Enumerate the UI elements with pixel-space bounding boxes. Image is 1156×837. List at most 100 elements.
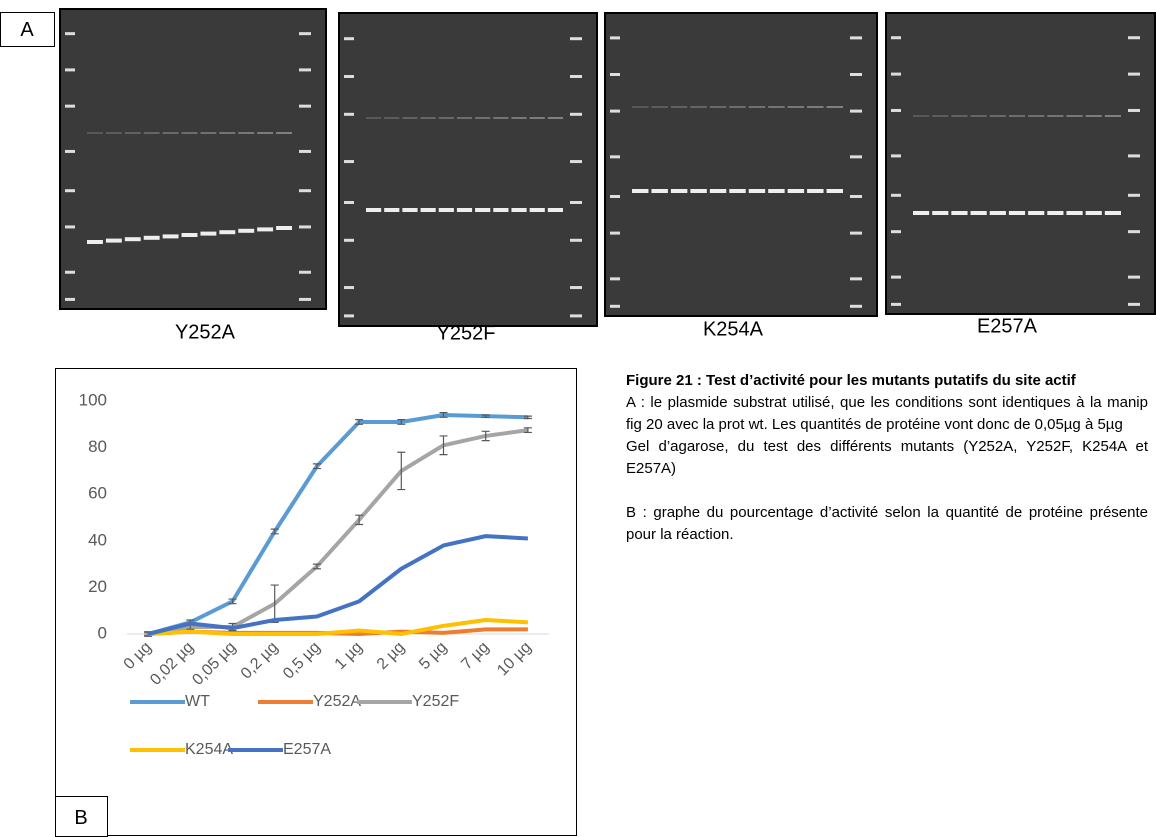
y-tick-label: 60 (88, 484, 107, 503)
ladder-band (891, 275, 901, 279)
gel-band (200, 231, 217, 236)
gel-band (1008, 211, 1026, 215)
gel-band (1047, 211, 1064, 215)
error-bar (355, 419, 364, 425)
ladder-band (299, 32, 311, 36)
legend-label: E257A (283, 741, 331, 758)
ladder-band (891, 108, 901, 112)
ladder-band (344, 286, 354, 290)
gel-label: Y252F (437, 322, 496, 344)
gel-band (143, 132, 160, 134)
gel-band (219, 230, 236, 235)
gel-band (807, 106, 824, 108)
gel-band (162, 132, 179, 134)
ladder-band (570, 37, 582, 41)
ladder-band (299, 270, 311, 274)
gel-band (913, 115, 930, 117)
gel-band (124, 132, 141, 134)
error-bar (481, 430, 490, 442)
caption-text: A : le plasmide substrat utilisé, que le… (626, 394, 1148, 433)
gel-band (709, 106, 727, 108)
ladder-band (344, 112, 354, 116)
gel-band (219, 132, 236, 134)
gel-band (1047, 115, 1064, 117)
series-line (147, 412, 528, 636)
y-tick-label: 0 (98, 623, 107, 642)
gel-band (493, 208, 509, 212)
gel-band (951, 115, 968, 117)
ladder-band (610, 109, 620, 113)
gel-label: K254A (703, 318, 764, 340)
gel-band (1008, 115, 1026, 117)
gel-band (1066, 211, 1083, 215)
gel-band (807, 189, 824, 193)
ladder-band (850, 195, 862, 198)
error-bar (523, 415, 532, 420)
gel-band (632, 189, 649, 193)
label-box (55, 796, 108, 837)
ladder-band (570, 160, 582, 164)
gel-band (200, 132, 217, 134)
ladder-band (344, 238, 354, 242)
ladder-band (570, 286, 582, 290)
ladder-band (65, 225, 75, 229)
error-bar (439, 435, 448, 456)
gel-band (651, 106, 668, 108)
gel-band (257, 227, 274, 232)
legend-label: Y252A (313, 693, 361, 710)
gel-band (366, 117, 382, 119)
gel-band (970, 115, 987, 117)
gel-band (690, 106, 707, 108)
error-bar (312, 463, 321, 470)
gel-band (124, 237, 141, 242)
gel-band (143, 235, 160, 240)
gel-band (1085, 115, 1102, 117)
gel-band (238, 132, 255, 134)
gel-band (768, 106, 785, 108)
y-tick-label: 40 (88, 530, 107, 549)
gel-band (529, 208, 545, 212)
ladder-band (610, 195, 620, 198)
ladder-band (850, 109, 862, 113)
gel-band (826, 189, 843, 193)
ladder-band (299, 297, 311, 301)
ladder-band (299, 225, 311, 229)
ladder-band (65, 68, 75, 72)
ladder-band (1128, 193, 1140, 197)
gel-band (276, 132, 292, 134)
ladder-band (1128, 275, 1140, 279)
gel (59, 8, 327, 310)
y-tick-label: 80 (88, 437, 107, 456)
ladder-band (891, 72, 901, 76)
gel-band (384, 117, 400, 119)
y-tick-label: 20 (88, 577, 107, 596)
legend-label: Y252F (412, 693, 459, 710)
legend-label: K254A (185, 741, 233, 758)
caption: Figure 21 : Test d’activité pour les mut… (626, 370, 1148, 546)
ladder-band (65, 189, 75, 193)
ladder-band (850, 155, 862, 159)
caption-text: B : graphe du pourcentage d’activité sel… (626, 504, 1148, 543)
ladder-band (1128, 108, 1140, 112)
caption-title: Figure 21 : Test d’activité pour les mut… (626, 372, 1076, 389)
ladder-band (1128, 154, 1140, 158)
gel-band (438, 208, 454, 212)
gel-band (276, 226, 292, 230)
panel-label: A (20, 19, 34, 41)
ladder-band (570, 201, 582, 204)
caption-text: Gel d’agarose, du test des différents mu… (626, 438, 1148, 477)
gel-band (475, 117, 491, 119)
gel (604, 12, 878, 317)
gel-band (87, 132, 103, 134)
label-box (0, 12, 55, 47)
gel-band (932, 211, 949, 215)
ladder-band (850, 36, 862, 40)
ladder-band (299, 189, 311, 193)
gel-band (529, 117, 545, 119)
gel-band (632, 106, 649, 108)
gel-band (257, 132, 274, 134)
gel-band (748, 106, 766, 108)
ladder-band (610, 73, 620, 76)
ladder-band (850, 304, 862, 308)
